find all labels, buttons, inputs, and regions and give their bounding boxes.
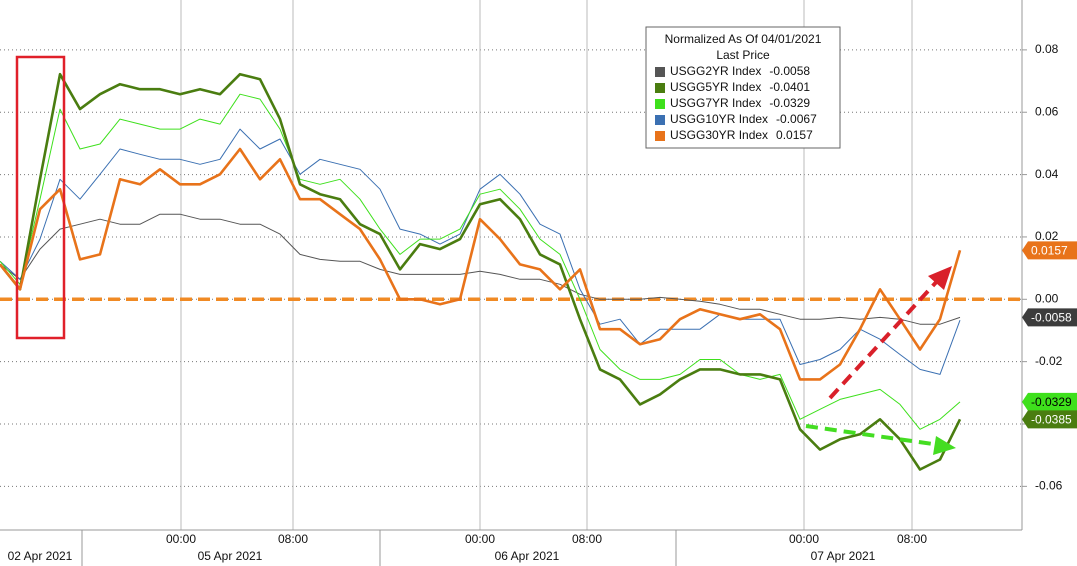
legend-value: -0.0401 (769, 80, 810, 94)
highlight-box (15, 55, 66, 340)
plot (0, 72, 1022, 471)
legend-label: USGG30YR Index (670, 128, 768, 142)
legend-label: USGG7YR Index (670, 96, 761, 110)
legend-swatch (655, 131, 665, 141)
legend-swatch (655, 99, 665, 109)
annotations (15, 55, 956, 455)
legend-value: -0.0329 (769, 96, 810, 110)
series-line (0, 72, 962, 471)
date-label: 06 Apr 2021 (495, 549, 560, 563)
series-line (0, 93, 961, 430)
legend-subtitle: Last Price (716, 48, 770, 62)
legend-swatch (655, 115, 665, 125)
series-line (0, 213, 961, 325)
x-tick-label: 08:00 (278, 532, 308, 546)
x-tick-label: 08:00 (572, 532, 602, 546)
last-value-label: -0.0385 (1031, 412, 1072, 426)
legend-label: USGG5YR Index (670, 80, 761, 94)
x-tick-label: 00:00 (465, 532, 495, 546)
legend-box (645, 26, 841, 149)
x-tick-label: 00:00 (166, 532, 196, 546)
arrow-flat-head (933, 436, 956, 455)
date-label: 02 Apr 2021 (8, 549, 73, 563)
last-value-tag (1022, 241, 1077, 260)
y-tick-label: -0.06 (1035, 479, 1063, 493)
y-tick-label: 0.08 (1035, 42, 1059, 56)
x-tick-label: 08:00 (897, 532, 927, 546)
legend: Normalized As Of 04/01/2021 Last Price U… (645, 26, 841, 149)
legend-title: Normalized As Of 04/01/2021 (665, 32, 822, 46)
last-value-tag (1022, 308, 1077, 327)
last-value-label: 0.0157 (1031, 244, 1068, 258)
legend-value: -0.0067 (776, 112, 817, 126)
y-tick-label: 0.00 (1035, 291, 1059, 305)
legend-swatch (655, 83, 665, 93)
date-label: 07 Apr 2021 (811, 549, 876, 563)
y-tick-label: 0.04 (1035, 167, 1059, 181)
legend-value: -0.0058 (769, 64, 810, 78)
y-tick-label: 0.06 (1035, 104, 1059, 118)
series-line (0, 128, 961, 375)
last-value-label: -0.0058 (1031, 311, 1072, 325)
last-value-tag (1022, 392, 1077, 411)
y-tick-label: -0.02 (1035, 354, 1063, 368)
y-tick-label: 0.02 (1035, 229, 1059, 243)
legend-label: USGG2YR Index (670, 64, 761, 78)
x-tick-label: 00:00 (789, 532, 819, 546)
date-label: 05 Apr 2021 (198, 549, 263, 563)
arrow-flat (805, 424, 941, 447)
last-value-label: -0.0329 (1031, 395, 1072, 409)
arrow-up-head (928, 266, 952, 290)
legend-value: 0.0157 (776, 128, 813, 142)
series-line (0, 147, 962, 381)
legend-swatch (655, 67, 665, 77)
legend-label: USGG10YR Index (670, 112, 768, 126)
last-value-tag (1022, 410, 1077, 429)
arrow-up (828, 276, 942, 400)
